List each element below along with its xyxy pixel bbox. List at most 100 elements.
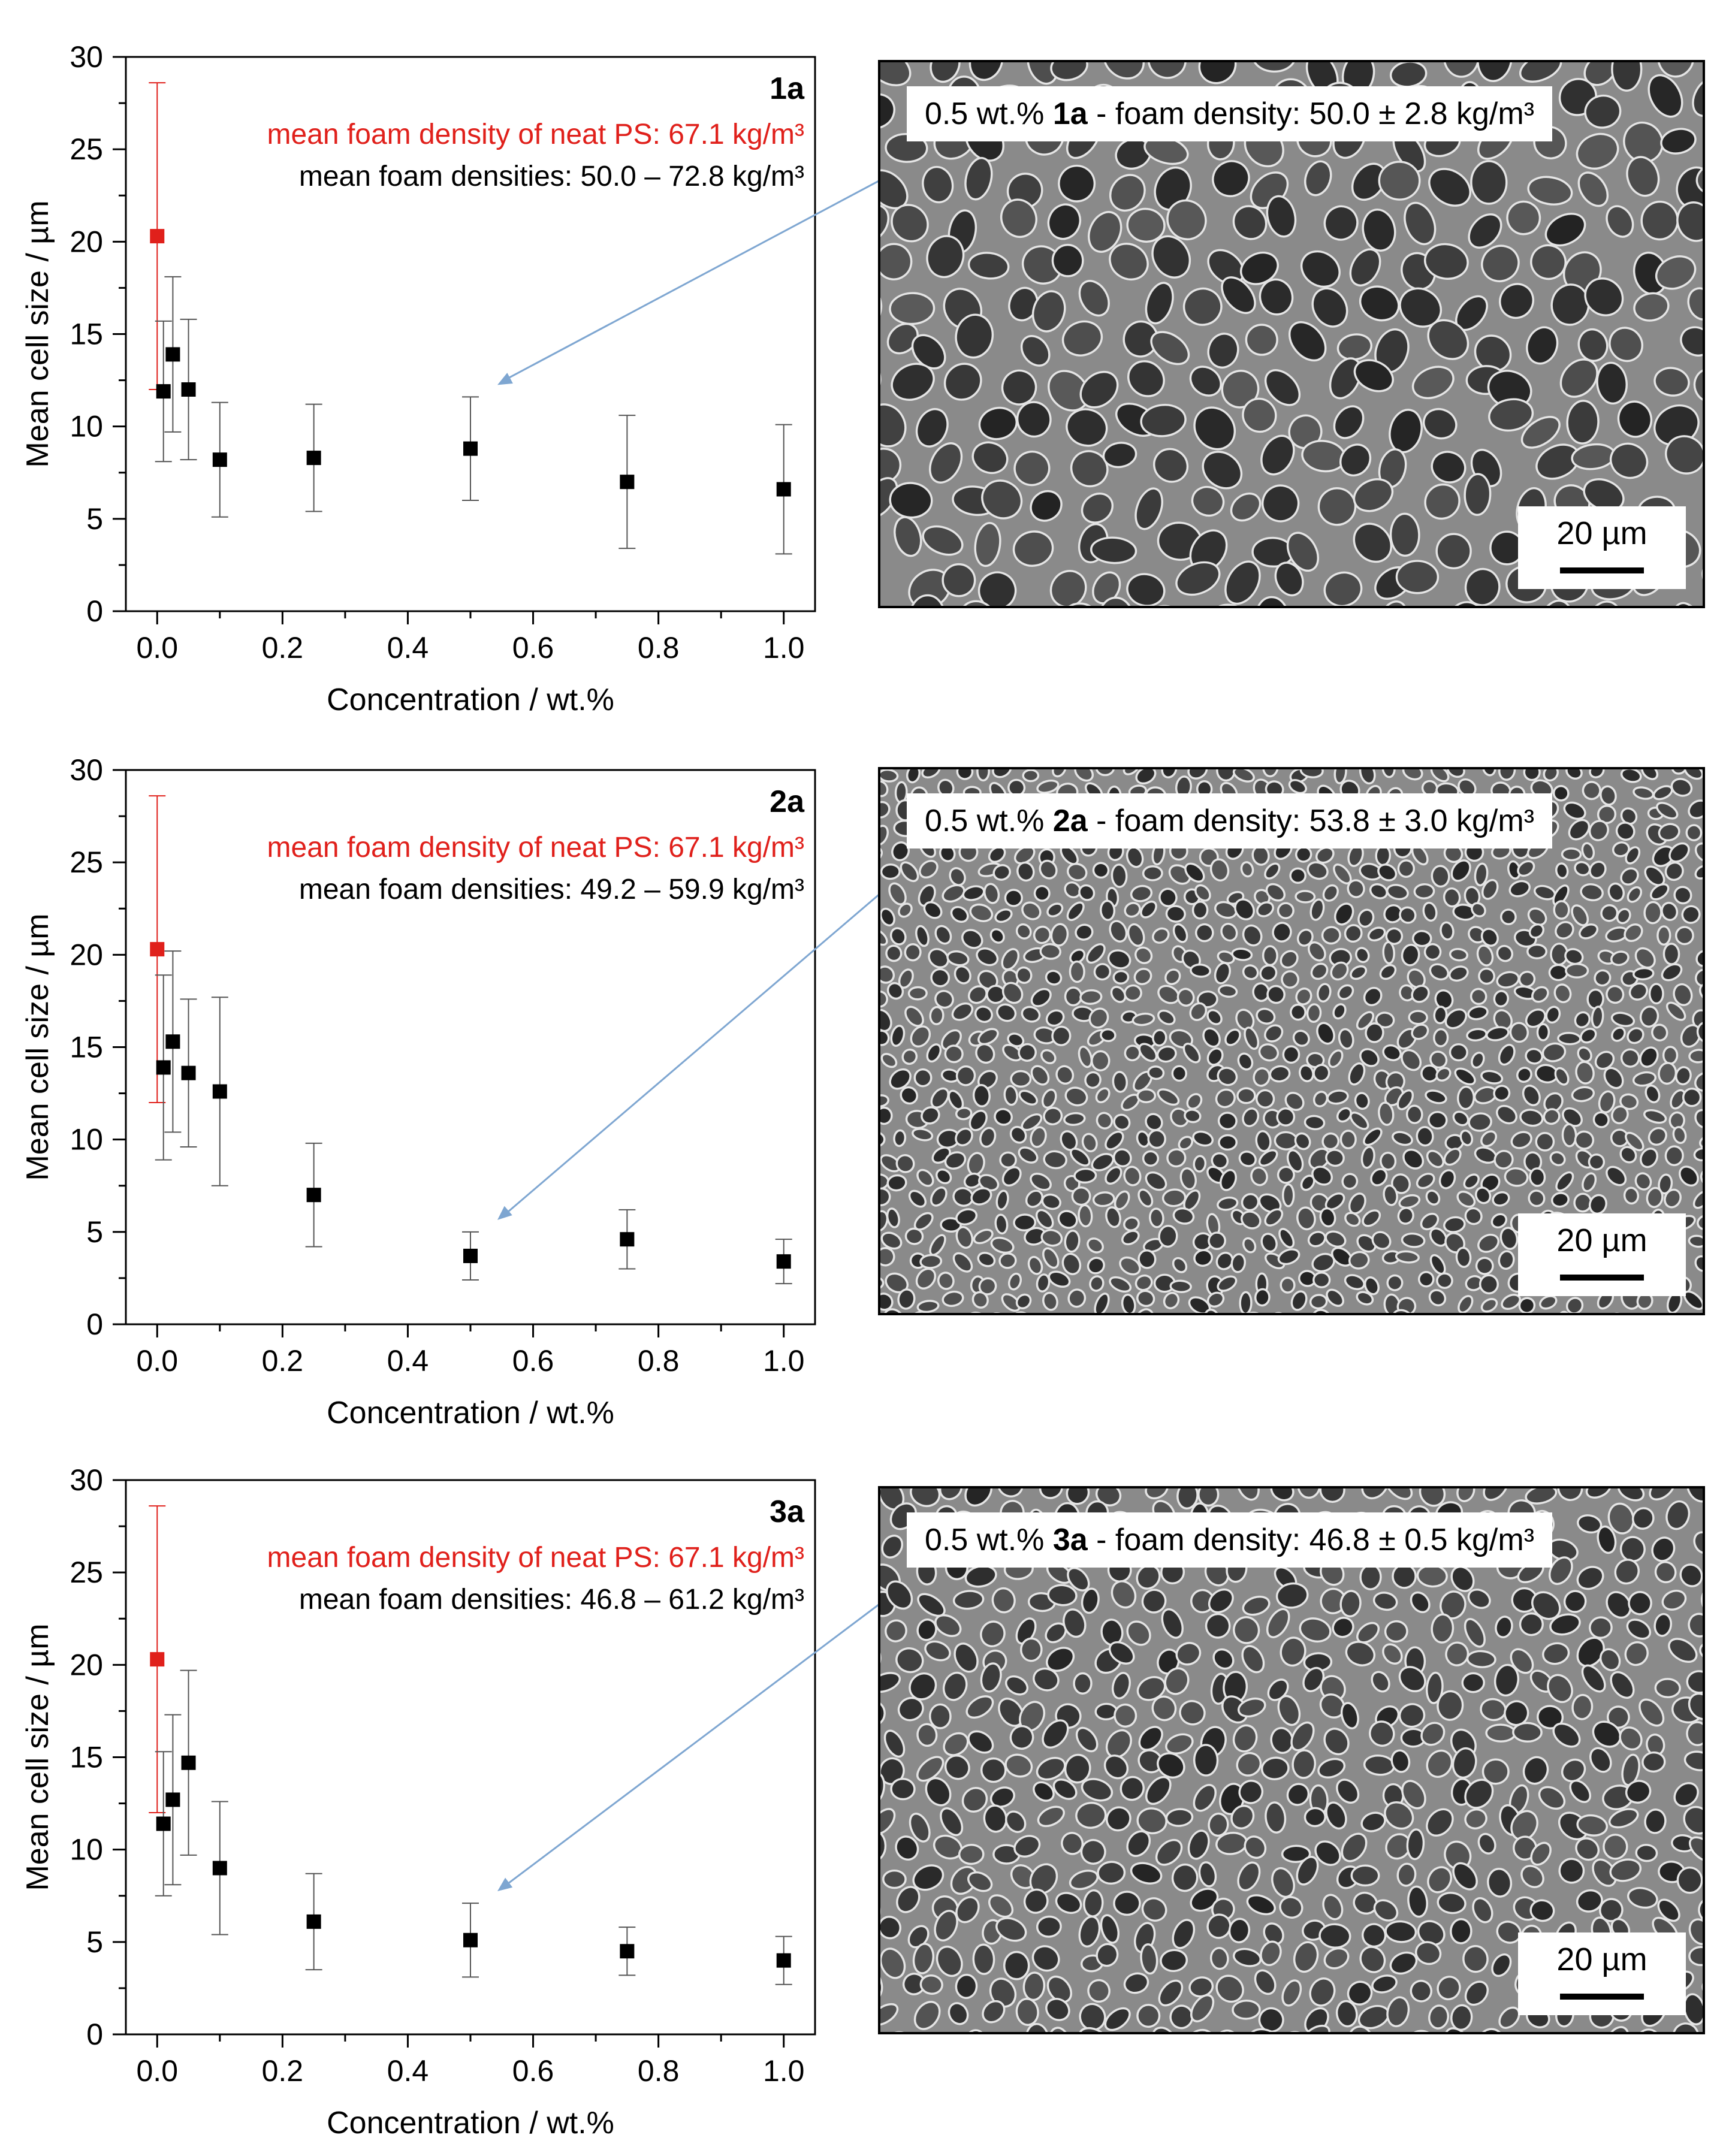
foam-cell xyxy=(1289,867,1306,884)
foam-cell xyxy=(1448,965,1469,982)
foam-cell xyxy=(1443,1216,1466,1233)
foam-cell xyxy=(1126,573,1166,606)
foam-cell xyxy=(1628,1591,1652,1616)
foam-cells xyxy=(880,1488,1703,2032)
foam-cell xyxy=(1541,1042,1567,1062)
foam-cell xyxy=(1202,1027,1221,1048)
foam-cell xyxy=(1317,1758,1346,1778)
foam-cell xyxy=(1344,1212,1361,1227)
foam-cell xyxy=(1103,1755,1129,1780)
foam-cell xyxy=(880,1187,891,1207)
foam-cell xyxy=(1147,1129,1166,1149)
foam-cell xyxy=(1426,1808,1454,1837)
foam-cell xyxy=(1582,1172,1597,1192)
foam-cell xyxy=(1215,1974,1244,2003)
foam-cell xyxy=(1140,403,1187,437)
y-tick-label: 25 xyxy=(70,1556,103,1589)
foam-cell xyxy=(1043,1107,1063,1126)
x-tick-label: 0.0 xyxy=(137,631,179,665)
foam-cell xyxy=(1699,1641,1703,1661)
foam-cell xyxy=(1280,1636,1306,1667)
foam-cell xyxy=(1303,1807,1326,1828)
foam-cell xyxy=(1158,1979,1184,2007)
foam-cell xyxy=(1282,1045,1300,1064)
x-tick-label: 0.4 xyxy=(387,1344,429,1378)
data-point xyxy=(620,1944,635,1959)
foam-cell xyxy=(1123,1972,1149,1994)
foam-cell xyxy=(1242,1595,1271,1616)
foam-cell xyxy=(1256,1089,1275,1109)
foam-cell xyxy=(1141,1897,1167,1922)
foam-cell xyxy=(1045,1997,1070,2021)
foam-cell xyxy=(1330,961,1349,981)
foam-cell xyxy=(1557,1031,1582,1046)
foam-cell xyxy=(1526,943,1547,959)
foam-cell xyxy=(1349,248,1381,286)
foam-cell xyxy=(1386,1274,1404,1291)
x-tick-label: 0.2 xyxy=(262,2054,304,2088)
foam-cell xyxy=(980,1757,1007,1783)
foam-cell xyxy=(943,1732,969,1756)
foam-cell xyxy=(1220,922,1238,942)
foam-cell xyxy=(1194,884,1211,902)
foam-cell xyxy=(1443,62,1480,78)
foam-cell xyxy=(942,1290,964,1308)
foam-cell xyxy=(1087,1979,1111,2003)
foam-cell xyxy=(1288,779,1307,795)
foam-cell xyxy=(1697,1214,1703,1231)
data-point xyxy=(306,451,321,466)
y-tick-label: 15 xyxy=(70,1031,103,1064)
foam-cell xyxy=(1069,960,1085,983)
foam-cell xyxy=(928,948,949,969)
foam-cell xyxy=(980,1662,1002,1693)
foam-cell xyxy=(1670,1089,1686,1110)
foam-cell xyxy=(1242,1237,1257,1254)
foam-cell xyxy=(1571,1086,1595,1103)
foam-cell xyxy=(1142,1150,1160,1167)
foam-cell xyxy=(1568,819,1591,841)
foam-cell xyxy=(900,1086,919,1105)
foam-cell xyxy=(1259,278,1294,316)
foam-cell xyxy=(880,863,901,880)
foam-cell xyxy=(1607,882,1625,902)
foam-cell xyxy=(1416,1564,1448,1588)
foam-cell xyxy=(972,1943,995,1975)
foam-cell xyxy=(1623,121,1664,164)
foam-cell xyxy=(1372,1592,1398,1611)
foam-cell xyxy=(1668,842,1690,863)
foam-cell xyxy=(1000,198,1037,238)
foam-cell xyxy=(1166,1148,1187,1168)
foam-cell xyxy=(1548,1556,1573,1585)
foam-cell xyxy=(913,2001,941,2030)
foam-cell xyxy=(1322,1894,1344,1921)
foam-cell xyxy=(1411,366,1455,400)
foam-cell xyxy=(1004,889,1023,907)
foam-cell xyxy=(1018,1043,1037,1062)
sem-image-1a: 0.5 wt.% 1a - foam density: 50.0 ± 2.8 k… xyxy=(878,60,1705,608)
foam-cell xyxy=(1475,1257,1494,1275)
foam-cell xyxy=(1061,1252,1082,1276)
y-tick-label: 30 xyxy=(70,1463,103,1497)
foam-cell xyxy=(1311,287,1348,328)
foam-cell xyxy=(1084,1071,1102,1089)
foam-cell xyxy=(1488,398,1534,432)
foam-cell xyxy=(1658,823,1680,842)
foam-cell xyxy=(1434,989,1454,1010)
foam-cell xyxy=(1619,1146,1637,1164)
foam-density-range-note: mean foam densities: 50.0 – 72.8 kg/m³ xyxy=(299,161,804,192)
foam-cell xyxy=(929,1005,945,1025)
foam-cell xyxy=(1340,1702,1359,1729)
foam-cell xyxy=(1410,1591,1431,1614)
foam-cell xyxy=(1224,1028,1241,1046)
foam-cell xyxy=(1655,255,1697,290)
foam-cell xyxy=(1236,1752,1262,1777)
foam-cell xyxy=(909,1813,931,1843)
foam-cell xyxy=(940,1217,962,1233)
foam-cell xyxy=(1607,2026,1630,2032)
foam-cell xyxy=(1027,1255,1043,1275)
foam-cell xyxy=(1383,1184,1398,1206)
foam-cell xyxy=(1608,1808,1639,1829)
foam-cell xyxy=(1221,276,1256,315)
foam-cell xyxy=(1198,1861,1217,1888)
foam-cell xyxy=(1464,1207,1483,1225)
